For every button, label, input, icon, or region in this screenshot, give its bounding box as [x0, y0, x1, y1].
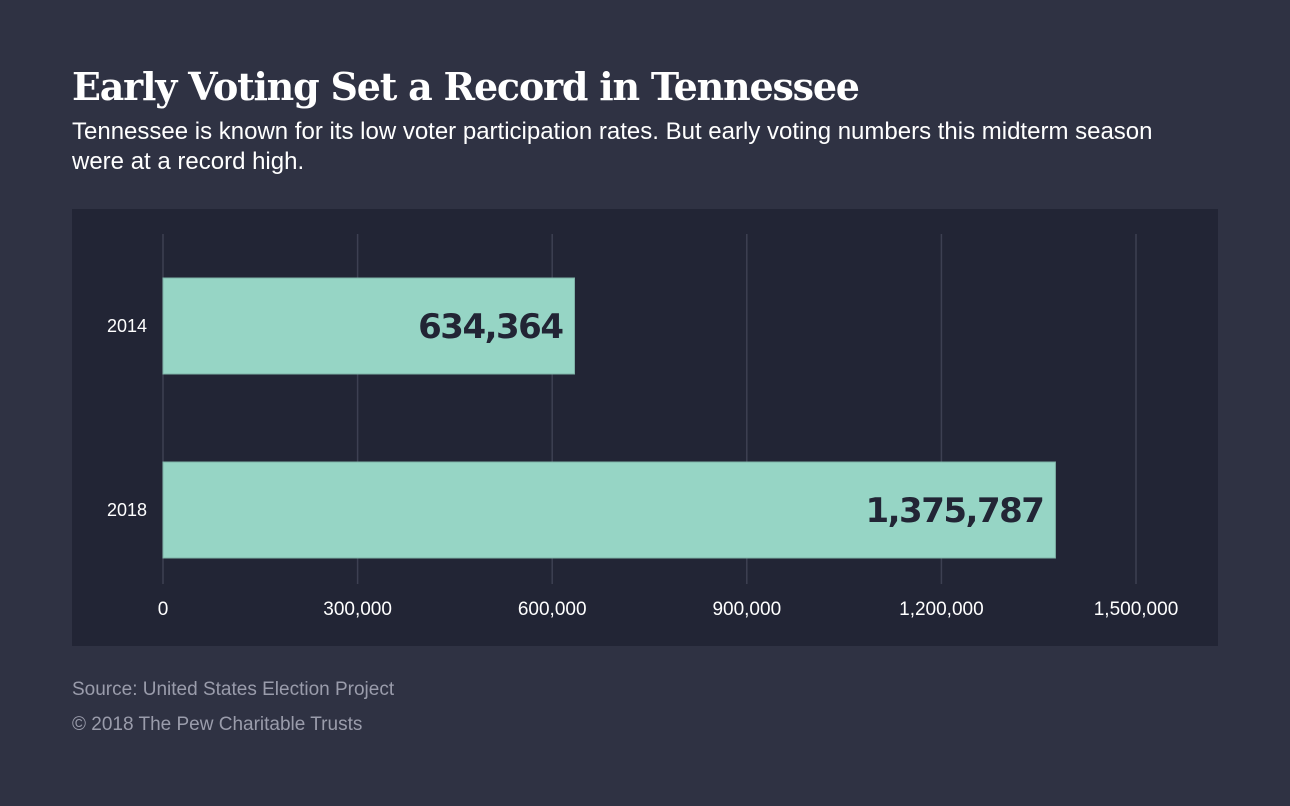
category-label: 2018 — [107, 500, 147, 520]
chart-panel: 0 300,000 600,000 900,000 1,200,000 1,500,000… — [72, 209, 1218, 646]
x-tick-label: 1,500,000 — [1094, 599, 1179, 620]
chart-subtitle: Tennessee is known for its low voter par… — [72, 118, 1153, 175]
chart-title: Early Voting Set a Record in Tennessee — [72, 64, 860, 109]
x-tick-label: 300,000 — [323, 599, 392, 620]
x-tick-label: 600,000 — [518, 599, 587, 620]
copyright-note: © 2018 The Pew Charitable Trusts — [72, 714, 363, 735]
bar-2018 — [162, 461, 1056, 559]
bar-value-label: 634,364 — [418, 307, 563, 347]
source-note: Source: United States Election Project — [72, 679, 395, 700]
x-tick-label: 0 — [158, 599, 169, 620]
x-tick-label: 1,200,000 — [899, 599, 984, 620]
x-tick-label: 900,000 — [712, 599, 781, 620]
bars — [162, 277, 1056, 559]
bar-2014 — [162, 277, 575, 375]
bar-value-label: 1,375,787 — [865, 491, 1043, 531]
labels: 0 300,000 600,000 900,000 1,200,000 1,500,000… — [107, 307, 1178, 620]
bar-chart: 0 300,000 600,000 900,000 1,200,000 1,500,000… — [107, 234, 1178, 620]
category-label: 2014 — [107, 316, 147, 336]
